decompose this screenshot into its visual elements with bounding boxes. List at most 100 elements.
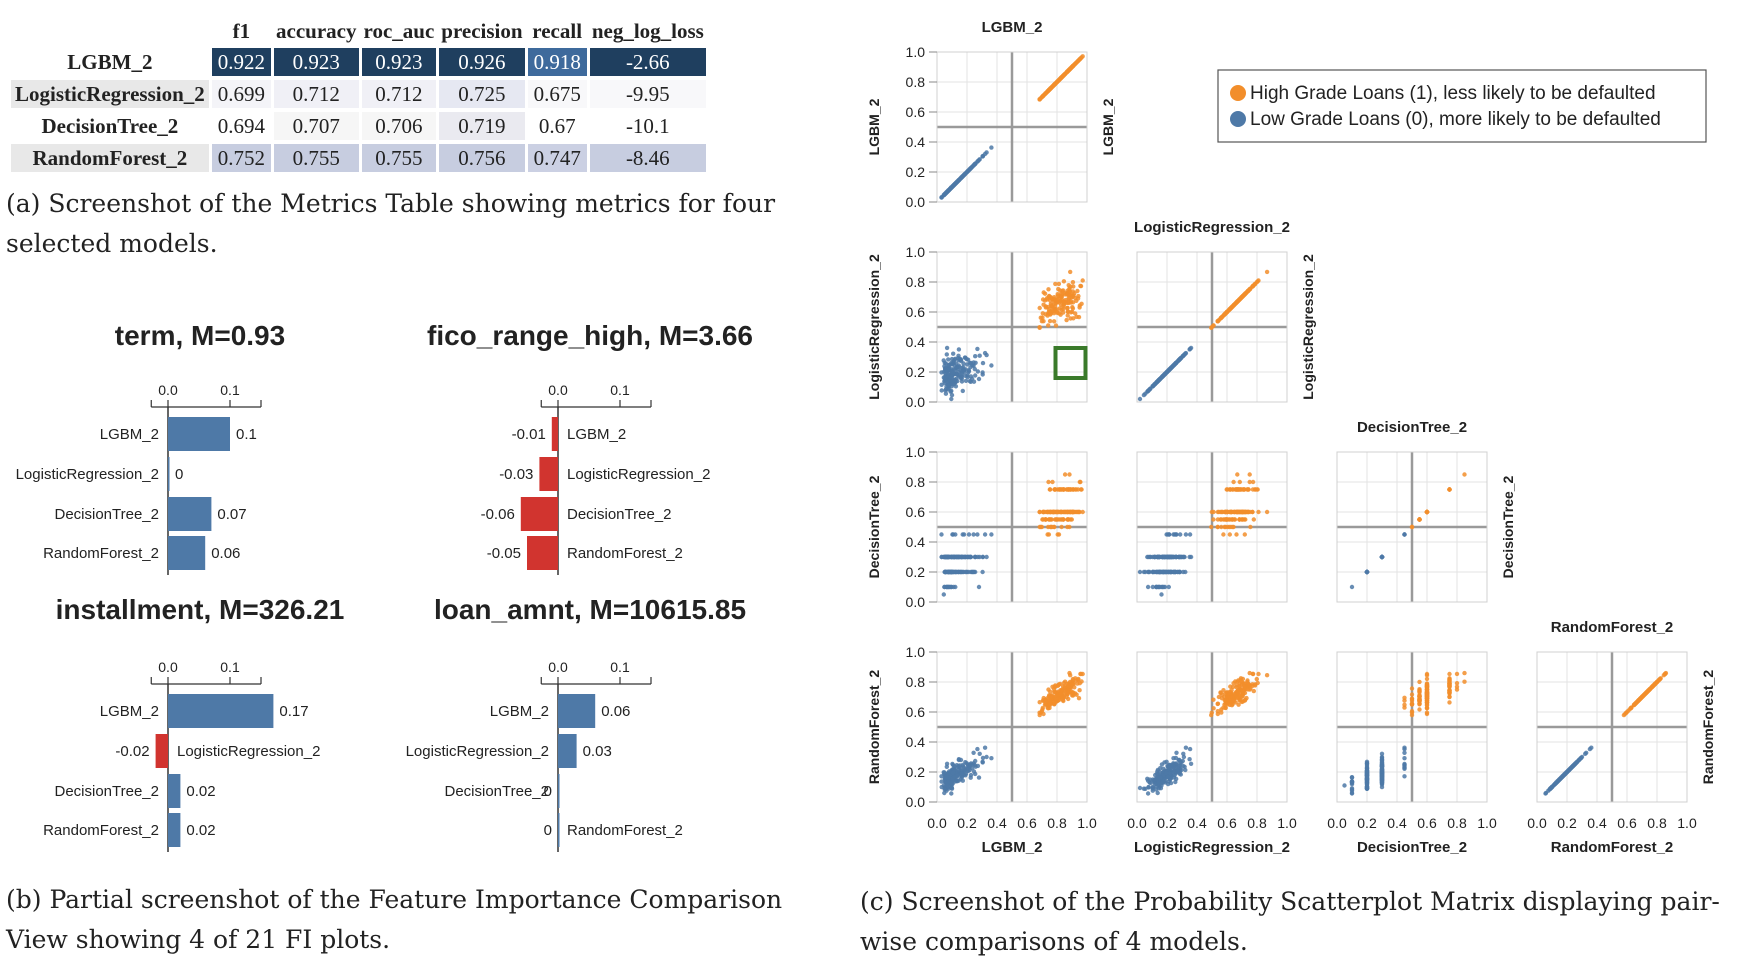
spm-point xyxy=(1569,766,1573,770)
spm-point xyxy=(1417,702,1421,706)
spm-point xyxy=(1046,287,1050,291)
spm-point xyxy=(1038,306,1042,310)
spm-point xyxy=(1172,363,1176,367)
spm-y-axis-label: LGBM_2 xyxy=(866,98,882,155)
spm-point xyxy=(939,383,943,387)
fi-bar xyxy=(168,417,230,451)
spm-point xyxy=(1350,779,1354,783)
spm-point xyxy=(1211,698,1215,702)
spm-point xyxy=(1067,286,1071,290)
fi-category-label: DecisionTree_2 xyxy=(445,783,550,800)
spm-point xyxy=(949,397,953,401)
spm-point xyxy=(1069,299,1073,303)
fi-bar xyxy=(156,734,168,768)
spm-point xyxy=(1138,397,1142,401)
spm-y-tick-label: 0.0 xyxy=(906,194,926,210)
caption-b-line1: (b) Partial screenshot of the Feature Im… xyxy=(6,880,782,920)
spm-point xyxy=(942,592,946,596)
spm-point xyxy=(989,363,993,367)
spm-point xyxy=(1188,532,1192,536)
spm-point xyxy=(1075,510,1079,514)
spm-point xyxy=(1211,510,1215,514)
spm-point xyxy=(955,180,959,184)
fi-bar xyxy=(168,694,273,728)
spm-point xyxy=(1255,677,1259,681)
spm-point xyxy=(1175,768,1179,772)
spm-point xyxy=(981,760,985,764)
spm-point xyxy=(1079,55,1083,59)
spm-point xyxy=(1183,570,1187,574)
spm-point xyxy=(951,555,955,559)
spm-point xyxy=(1402,703,1406,707)
spm-point xyxy=(971,751,975,755)
spm-point xyxy=(1048,517,1052,521)
fi-value-label: -0.05 xyxy=(487,545,521,562)
spm-point xyxy=(1238,480,1242,484)
spm-point xyxy=(1061,487,1065,491)
spm-point xyxy=(1155,570,1159,574)
spm-point xyxy=(1161,585,1165,589)
spm-point xyxy=(1048,298,1052,302)
spm-point xyxy=(1074,299,1078,303)
spm-point xyxy=(1554,781,1558,785)
spm-point xyxy=(1039,316,1043,320)
spm-point xyxy=(944,555,948,559)
spm-point xyxy=(1048,312,1052,316)
spm-x-tick-label: 0.8 xyxy=(1647,815,1667,831)
spm-point xyxy=(946,363,950,367)
spm-cell-DecisionTree_2-DecisionTree_2: DecisionTree_2DecisionTree_2 xyxy=(1337,419,1516,602)
spm-x-tick-label: 1.0 xyxy=(1477,815,1497,831)
spm-point xyxy=(1165,555,1169,559)
fi-category-label: LogisticRegression_2 xyxy=(177,743,320,760)
spm-point xyxy=(962,173,966,177)
spm-point xyxy=(1038,510,1042,514)
fi-bar xyxy=(558,734,577,768)
spm-x-tick-label: 0.8 xyxy=(1247,815,1267,831)
spm-point xyxy=(1380,555,1384,559)
spm-point xyxy=(943,585,947,589)
spm-point xyxy=(1167,532,1171,536)
spm-point xyxy=(967,532,971,536)
fi-value-label: -0.02 xyxy=(115,743,149,760)
fi-value-label: 0.17 xyxy=(279,703,308,720)
spm-point xyxy=(1059,525,1063,529)
spm-x-tick-label: 0.4 xyxy=(1587,815,1607,831)
spm-point xyxy=(1455,685,1459,689)
spm-point xyxy=(1056,287,1060,291)
spm-point xyxy=(961,779,965,783)
spm-point xyxy=(1052,319,1056,323)
spm-point xyxy=(962,532,966,536)
fi-category-label: RandomForest_2 xyxy=(567,545,683,562)
spm-point xyxy=(1342,783,1346,787)
spm-point xyxy=(1050,694,1054,698)
spm-point xyxy=(1079,302,1083,306)
fi-category-label: LogisticRegression_2 xyxy=(16,466,159,483)
spm-point xyxy=(1256,510,1260,514)
spm-point xyxy=(962,368,966,372)
scatterplot-matrix: 0.00.20.40.60.81.0LGBM_2LGBM_2LGBM_20.00… xyxy=(858,0,1748,880)
spm-point xyxy=(981,154,985,158)
legend-label: High Grade Loans (1), less likely to be … xyxy=(1250,83,1656,104)
spm-point xyxy=(1138,786,1142,790)
spm-point xyxy=(1231,525,1235,529)
fi-value-label: -0.06 xyxy=(481,506,515,523)
spm-x-tick-label: 0.2 xyxy=(1357,815,1377,831)
fi-tick-label: 0.0 xyxy=(548,659,568,675)
spm-point xyxy=(1243,532,1247,536)
spm-x-tick-label: 0.0 xyxy=(1127,815,1147,831)
legend-box xyxy=(1218,70,1706,142)
spm-point xyxy=(1048,525,1052,529)
fi-category-label: LGBM_2 xyxy=(490,703,549,720)
spm-point xyxy=(1054,323,1058,327)
spm-point xyxy=(1174,555,1178,559)
spm-point xyxy=(968,764,972,768)
spm-point xyxy=(1425,673,1429,677)
spm-point xyxy=(1061,517,1065,521)
spm-point xyxy=(1178,761,1182,765)
spm-y-axis-label: RandomForest_2 xyxy=(866,670,882,785)
spm-point xyxy=(1172,775,1176,779)
fi-chart-3: 0.0 0.10.06LGBM_20.03LogisticRegression_2… xyxy=(406,659,683,852)
spm-x-tick-label: 0.0 xyxy=(1327,815,1347,831)
spm-point xyxy=(955,773,959,777)
spm-x-tick-label: 0.2 xyxy=(1557,815,1577,831)
